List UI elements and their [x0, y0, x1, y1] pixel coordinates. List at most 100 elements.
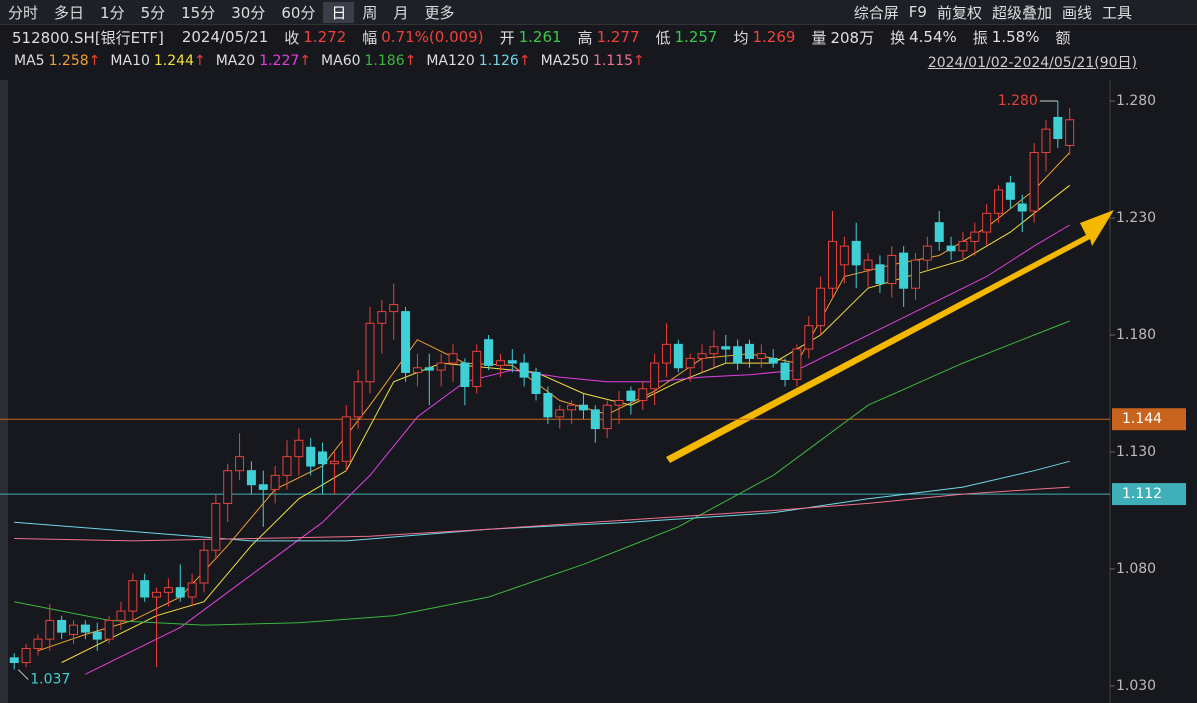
tab[interactable]: 多日	[54, 3, 85, 22]
candle-body	[638, 388, 648, 402]
candle-body	[875, 264, 885, 285]
y-tick-label: 1.180	[1116, 327, 1156, 343]
candle-body	[922, 245, 932, 261]
annotation: 1.037	[30, 672, 70, 688]
tab[interactable]: 15分	[181, 3, 216, 22]
candle-body	[448, 353, 458, 364]
candle-body	[282, 456, 292, 476]
ma-line	[85, 224, 1070, 675]
candle-body	[519, 362, 529, 378]
quote-label: 收	[284, 28, 300, 47]
candle-body	[863, 259, 873, 270]
candle-body	[911, 259, 921, 289]
candle-body	[353, 381, 363, 418]
tab[interactable]: 分时	[8, 3, 39, 22]
ma-item: MA20 1.227↑	[216, 53, 311, 69]
ma-legend: MA5 1.258↑ MA10 1.244↑ MA20 1.227↑ MA60 1.186↑ M…	[0, 49, 1197, 73]
candle-body	[401, 311, 411, 373]
quote-value: 208万	[830, 28, 875, 47]
tool[interactable]: 画线	[1061, 3, 1092, 22]
candle-body	[697, 353, 707, 359]
ma-name: MA5	[14, 53, 45, 69]
candle-body	[1065, 119, 1075, 147]
candle-body	[733, 346, 743, 364]
quote-bar: 512800.SH[银行ETF] 2024/05/21 收 1.272 幅 0.71%…	[0, 25, 1197, 49]
candle-body	[389, 304, 399, 313]
ma-item: MA250 1.115↑	[541, 53, 645, 69]
side-strip	[0, 80, 8, 703]
tool[interactable]: F9	[908, 3, 927, 21]
tab[interactable]: 5分	[140, 3, 166, 22]
tool[interactable]: 超级叠加	[991, 3, 1052, 22]
ma-item: MA5 1.258↑	[14, 53, 100, 69]
candle-body	[484, 339, 494, 366]
candle-body	[626, 390, 636, 402]
tool[interactable]: 综合屏	[853, 3, 899, 22]
candle-body	[982, 212, 992, 233]
candle-body	[152, 591, 162, 598]
candle-body	[590, 409, 600, 430]
candle-body	[436, 362, 446, 371]
candle-body	[614, 400, 624, 406]
candle-body	[602, 404, 612, 430]
quote-label: 量	[811, 28, 827, 47]
tab[interactable]: 1分	[100, 3, 125, 22]
tab[interactable]: 更多	[424, 3, 455, 22]
tool[interactable]: 工具	[1101, 3, 1132, 22]
tab[interactable]: 月	[393, 3, 409, 22]
tool[interactable]: 前复权	[936, 3, 982, 22]
date-range[interactable]: 2024/01/02-2024/05/21(90日)	[927, 55, 1137, 71]
candle-body	[412, 367, 422, 373]
tab[interactable]: 60分	[281, 3, 316, 22]
candle-body	[69, 624, 79, 635]
candle-body	[45, 619, 55, 640]
ma-name: MA60	[321, 53, 361, 69]
quote-label: 振	[972, 28, 988, 47]
candle-body	[495, 360, 505, 366]
candle-body	[1029, 152, 1039, 212]
quote-label: 均	[733, 28, 749, 47]
ma-line	[61, 184, 1071, 663]
y-tick-label: 1.030	[1116, 678, 1156, 694]
tab[interactable]: 30分	[231, 3, 266, 22]
tools: 综合屏 F9 前复权 超级叠加 画线 工具	[849, 0, 1137, 24]
candle-body	[661, 343, 671, 364]
candle-body	[578, 404, 588, 411]
ma-line	[14, 486, 1070, 542]
candle-body	[341, 416, 351, 462]
y-tick-label: 1.280	[1116, 93, 1156, 109]
ma-line	[37, 152, 1071, 652]
candle-body	[57, 619, 67, 633]
level-label: 1.144	[1122, 411, 1162, 427]
candle-body	[306, 446, 316, 467]
level-box	[1112, 483, 1186, 506]
ma-item: MA10 1.244↑	[110, 53, 205, 69]
ma-arrow: ↑	[299, 53, 312, 69]
ma-name: MA250	[540, 53, 589, 69]
candle-body	[899, 252, 909, 289]
candle-body	[994, 189, 1004, 214]
tab[interactable]: 周	[362, 3, 378, 22]
ma-arrow: ↑	[633, 53, 645, 69]
ma-item: MA120 1.126↑	[426, 53, 530, 69]
quote-value: 1.261	[518, 28, 562, 46]
quote-value: 0.71%(0.009)	[381, 28, 484, 46]
candle-body	[116, 610, 126, 621]
candle-body	[187, 582, 197, 598]
level-label: 1.112	[1122, 486, 1162, 502]
quote-label: 高	[577, 28, 593, 47]
annotation-pointer	[17, 669, 29, 680]
candle-body	[1005, 182, 1015, 200]
candle-body	[472, 350, 482, 387]
candle-body	[531, 371, 541, 394]
candle-body	[377, 311, 387, 324]
ma-value: 1.227	[259, 53, 300, 69]
candle-body	[650, 362, 660, 390]
candle-body	[365, 322, 375, 383]
ma-line	[14, 320, 1070, 626]
quote-value: 1.272	[303, 28, 347, 46]
ma-name: MA10	[110, 53, 150, 69]
tab[interactable]: 日	[323, 1, 355, 23]
candle-body	[828, 240, 837, 289]
